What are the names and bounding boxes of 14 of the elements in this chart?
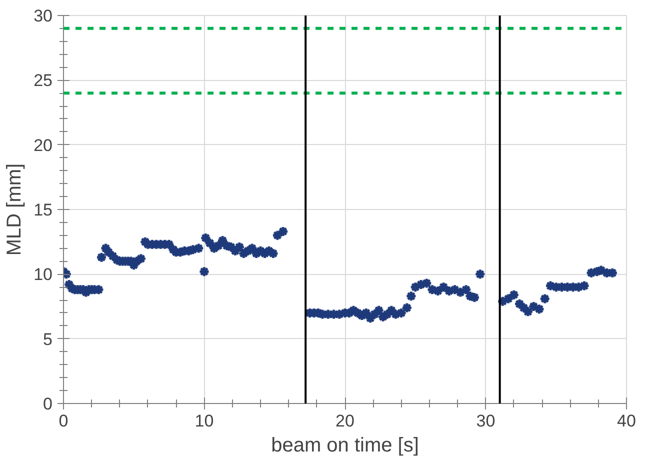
y-tick-label: 10 [34, 265, 53, 284]
x-tick-label: 10 [194, 412, 214, 430]
x-tick-label: 30 [476, 412, 496, 430]
y-tick-label: 30 [34, 6, 53, 26]
x-axis-title: beam on time [s] [271, 434, 419, 456]
x-tick-label: 20 [336, 412, 354, 430]
y-tick-label: 15 [34, 200, 53, 220]
y-axis-title: MLD [mm] [4, 163, 26, 256]
x-tick-label: 0 [58, 412, 68, 430]
x-tick-label: 40 [617, 412, 636, 430]
y-tick-label: 25 [34, 71, 53, 90]
y-tick-label: 0 [43, 394, 53, 414]
y-tick-label: 20 [34, 136, 53, 155]
y-tick-label: 5 [43, 330, 53, 349]
